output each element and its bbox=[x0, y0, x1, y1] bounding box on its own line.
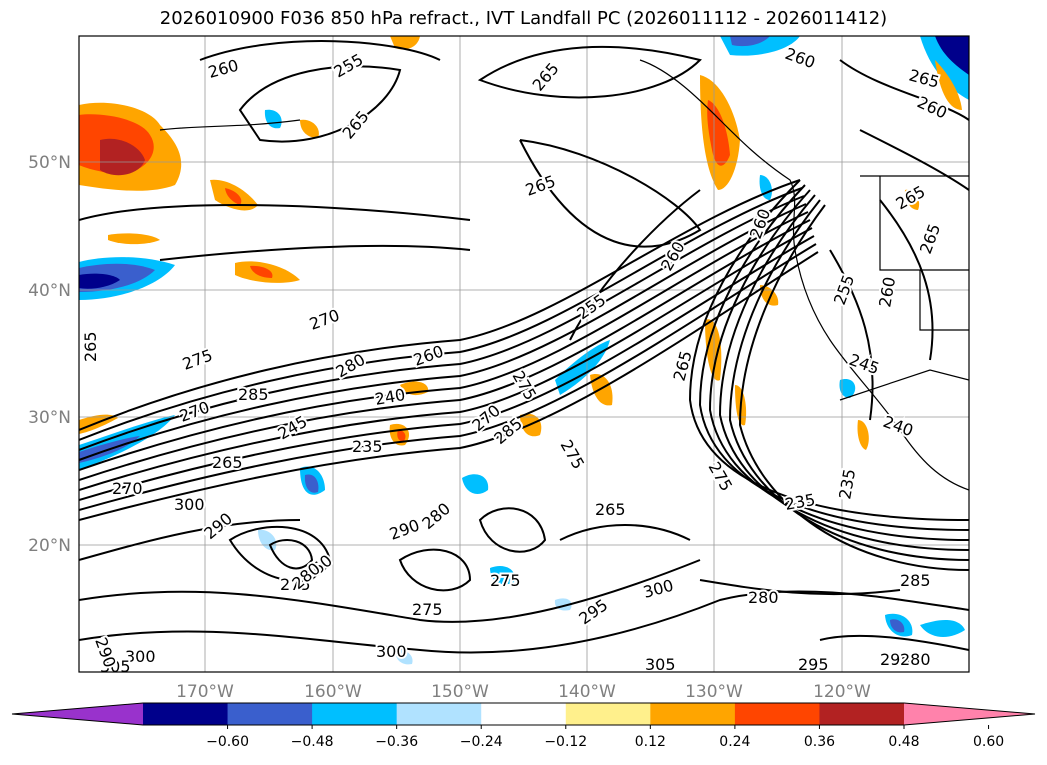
lon-label-130w: 130°W bbox=[685, 682, 743, 702]
lat-label-20n: 20°N bbox=[28, 536, 71, 556]
colorbar-extend-high bbox=[904, 703, 1035, 725]
contour-label: 265 bbox=[595, 500, 626, 519]
contour-label: 300 bbox=[174, 495, 205, 514]
colorbar-tick-label: 0.36 bbox=[804, 734, 835, 750]
contour-label: 270 bbox=[112, 479, 143, 498]
lat-label-30n: 30°N bbox=[28, 408, 71, 428]
contour-label: 285 bbox=[900, 571, 931, 590]
contour-label: 280 bbox=[900, 650, 931, 669]
colorbar-ticks: −0.60 −0.48 −0.36 −0.24 −0.12 0.12 0.24 0.36 0.4… bbox=[206, 725, 1004, 750]
colorbar-segment bbox=[481, 703, 567, 725]
colorbar-segment bbox=[565, 703, 651, 725]
colorbar-tick-label: 0.48 bbox=[888, 734, 919, 750]
contour-label: 305 bbox=[645, 655, 676, 674]
contour-label: 300 bbox=[125, 647, 156, 666]
contour-label: 275 bbox=[412, 600, 443, 619]
colorbar-outline bbox=[11, 702, 1036, 726]
lat-label-40n: 40°N bbox=[28, 281, 71, 301]
colorbar-tick-label: −0.60 bbox=[206, 734, 249, 750]
lat-label-50n: 50°N bbox=[28, 153, 71, 173]
colorbar-tick-label: −0.12 bbox=[544, 734, 587, 750]
lon-label-170w: 170°W bbox=[176, 682, 234, 702]
map-frame bbox=[78, 35, 970, 673]
colorbar-tick-label: −0.36 bbox=[375, 734, 418, 750]
lon-label-140w: 140°W bbox=[558, 682, 616, 702]
contour-label: 235 bbox=[352, 437, 383, 456]
shaded-anomalies bbox=[79, 36, 969, 665]
colorbar-segment bbox=[227, 703, 313, 725]
colorbar-tick-label: 0.12 bbox=[635, 734, 666, 750]
contour-label: 265 bbox=[212, 453, 243, 472]
contour-label: 275 bbox=[280, 575, 311, 594]
colorbar bbox=[11, 702, 1036, 726]
colorbar-segment bbox=[734, 703, 820, 725]
colorbar-segment bbox=[650, 703, 736, 725]
contour-label: 275 bbox=[490, 571, 521, 590]
colorbar-segment bbox=[396, 703, 482, 725]
colorbar-tick-label: 0.60 bbox=[973, 734, 1004, 750]
colorbar-segment bbox=[819, 703, 905, 725]
lon-label-160w: 160°W bbox=[304, 682, 362, 702]
coastlines bbox=[159, 59, 969, 491]
map-title: 2026010900 F036 850 hPa refract., IVT La… bbox=[159, 8, 888, 29]
longitude-labels: 170°W 160°W 150°W 140°W 130°W 120°W bbox=[176, 682, 871, 702]
gridlines bbox=[79, 36, 969, 672]
lon-label-150w: 150°W bbox=[431, 682, 489, 702]
contour-label: 285 bbox=[238, 385, 269, 404]
contour-label: 305 bbox=[100, 657, 131, 676]
contour-label: 265 bbox=[81, 331, 100, 362]
contour-lines bbox=[79, 40, 969, 654]
contour-label: 295 bbox=[798, 655, 829, 674]
colorbar-segment bbox=[312, 703, 398, 725]
contour-label: 295 bbox=[880, 650, 911, 669]
contour-label: 300 bbox=[376, 642, 407, 661]
colorbar-tick-label: 0.24 bbox=[719, 734, 750, 750]
colorbar-tick-label: −0.48 bbox=[291, 734, 334, 750]
lon-label-120w: 120°W bbox=[813, 682, 871, 702]
colorbar-segment bbox=[143, 703, 229, 725]
contour-label: 280 bbox=[748, 588, 779, 607]
latitude-labels: 50°N 40°N 30°N 20°N bbox=[28, 153, 71, 556]
colorbar-tick-label: −0.24 bbox=[460, 734, 503, 750]
colorbar-extend-low bbox=[12, 703, 143, 725]
